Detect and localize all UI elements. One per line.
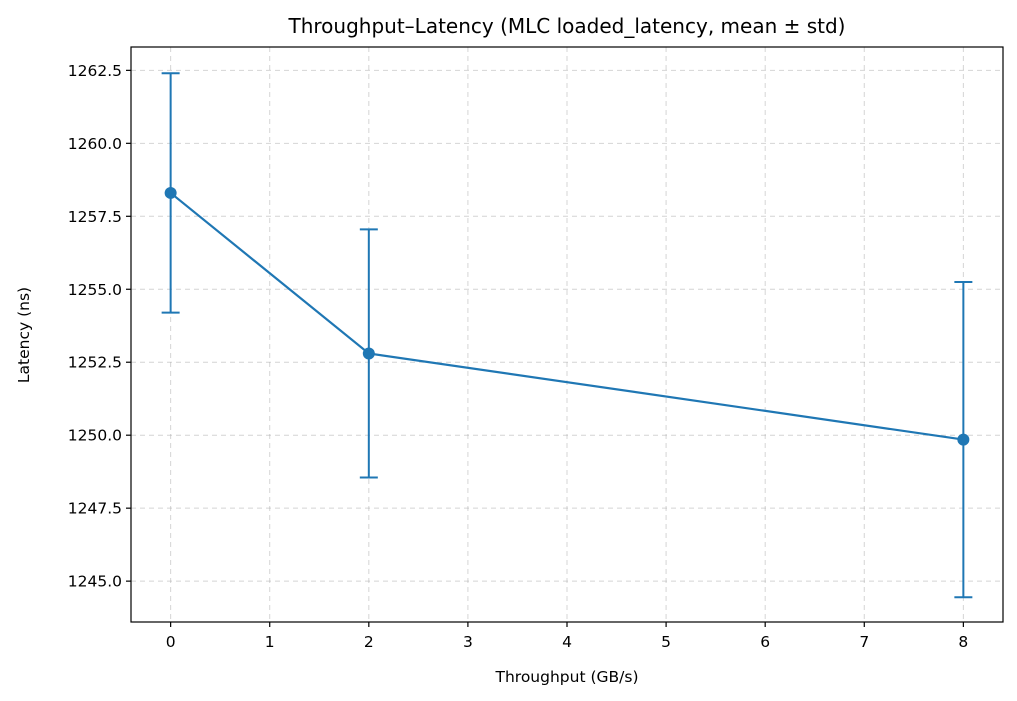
x-tick-label: 3 bbox=[463, 633, 473, 651]
data-point bbox=[362, 347, 375, 360]
x-axis: 0 1 2 3 4 5 6 7 8 bbox=[166, 622, 968, 651]
y-tick-label: 1260.0 bbox=[68, 135, 122, 153]
data-point bbox=[957, 433, 970, 446]
x-tick-label: 2 bbox=[364, 633, 374, 651]
x-axis-label: Throughput (GB/s) bbox=[495, 668, 639, 686]
y-tick-label: 1247.5 bbox=[68, 500, 122, 518]
x-tick-label: 4 bbox=[562, 633, 572, 651]
y-tick-label: 1250.0 bbox=[68, 427, 122, 445]
x-tick-label: 5 bbox=[661, 633, 671, 651]
x-tick-label: 8 bbox=[958, 633, 968, 651]
series bbox=[161, 72, 973, 599]
x-tick-label: 1 bbox=[265, 633, 275, 651]
y-axis-label: Latency (ns) bbox=[15, 287, 33, 383]
y-tick-label: 1255.0 bbox=[68, 281, 122, 299]
series-layer bbox=[161, 72, 973, 599]
grid bbox=[131, 47, 1003, 622]
y-tick-label: 1245.0 bbox=[68, 573, 122, 591]
data-point bbox=[164, 186, 177, 199]
x-tick-label: 6 bbox=[760, 633, 770, 651]
x-tick-label: 0 bbox=[166, 633, 176, 651]
x-tick-label: 7 bbox=[859, 633, 869, 651]
chart-title: Throughput–Latency (MLC loaded_latency, … bbox=[288, 14, 846, 38]
y-tick-label: 1257.5 bbox=[68, 208, 122, 226]
y-tick-label: 1252.5 bbox=[68, 354, 122, 372]
y-axis: 1245.0 1247.5 1250.0 1252.5 1255.0 1257.5 1260… bbox=[68, 62, 131, 591]
y-tick-label: 1262.5 bbox=[68, 62, 122, 80]
